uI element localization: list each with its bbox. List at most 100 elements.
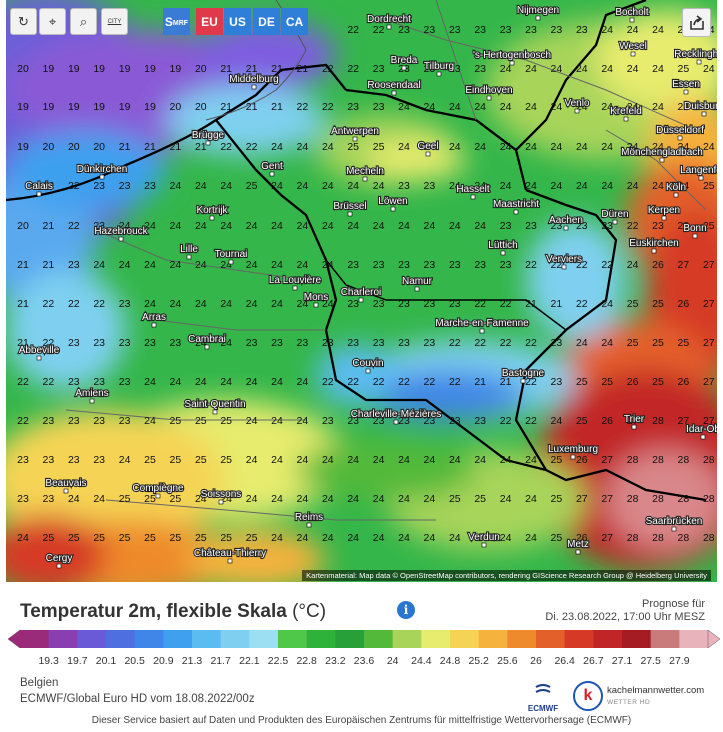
city-marker[interactable]: Nijmegen	[516, 4, 560, 21]
city-marker[interactable]: Lüttich	[487, 239, 519, 256]
temperature-map[interactable]: 22 22 23 23 23 23 23 23 23 23 24 24 24 24 24 24 20 19 19 19…	[6, 0, 717, 582]
city-marker[interactable]: Venlo	[563, 97, 591, 114]
city-marker[interactable]: Reims	[294, 511, 324, 528]
city-marker[interactable]: Compiègne	[131, 482, 185, 499]
city-marker[interactable]: Kerpen	[647, 204, 681, 221]
city-dot	[251, 84, 257, 90]
region-button-smrf[interactable]: S MRF	[163, 8, 190, 35]
city-marker[interactable]: Köln	[665, 181, 687, 198]
region-button-us[interactable]: US	[224, 8, 251, 35]
temperature-value: 25	[576, 415, 588, 427]
city-marker[interactable]: Charleroi	[340, 286, 382, 303]
city-dot	[63, 488, 69, 494]
city-marker[interactable]: Couvin	[351, 357, 385, 374]
city-marker[interactable]: Maastricht	[492, 198, 540, 215]
temperature-value: 27	[703, 337, 715, 349]
city-marker[interactable]: Trier	[623, 413, 646, 430]
city-marker[interactable]: Dünkirchen	[76, 163, 128, 180]
temperature-value: 25	[246, 180, 258, 192]
city-marker[interactable]: Roosendaal	[366, 79, 422, 96]
region-button-eu[interactable]: EU	[196, 8, 223, 35]
city-marker[interactable]: Recklingha	[673, 48, 717, 65]
city-marker[interactable]: Kortrijk	[195, 204, 230, 221]
city-marker[interactable]: Luxemburg	[547, 443, 599, 460]
city-marker[interactable]: Arras	[141, 311, 167, 328]
city-marker[interactable]: Gent	[260, 160, 284, 177]
city-marker[interactable]: Namur	[401, 275, 434, 292]
city-marker[interactable]: Saint-Quentin	[183, 398, 247, 415]
temperature-value: 24	[220, 337, 232, 349]
temperature-value: 25	[551, 493, 563, 505]
city-marker[interactable]: Lille	[179, 243, 199, 260]
city-dot	[500, 250, 506, 256]
city-marker[interactable]: Metz	[566, 538, 590, 555]
map-canvas[interactable]: 22 22 23 23 23 23 23 23 23 23 24 24 24 24 24 24 20 19 19 19…	[6, 0, 717, 582]
city-marker[interactable]: Bocholt	[614, 6, 650, 23]
city-marker[interactable]: Langenfe	[679, 164, 717, 181]
city-marker[interactable]: Marche-en-Famenne	[434, 317, 530, 334]
city-marker[interactable]: Aachen	[548, 214, 584, 231]
temperature-labels: 22 22 23 23 23 23 23 23 23 23 24 24 24 24 24 24 20 19 19 19…	[17, 24, 715, 544]
city-marker[interactable]: Idar-Ob	[685, 423, 717, 440]
city-marker[interactable]: Breda	[390, 54, 419, 71]
share-button[interactable]	[682, 8, 711, 37]
temperature-value: 28	[652, 493, 664, 505]
city-marker[interactable]: Essen	[671, 78, 701, 95]
city-marker[interactable]: Verviers	[545, 253, 583, 270]
temperature-value: 24	[551, 63, 563, 75]
city-marker[interactable]: Château-Thierry	[193, 547, 267, 564]
city-marker[interactable]: Düsseldorf	[655, 124, 705, 141]
city-marker[interactable]: Abbeville	[18, 344, 61, 361]
city-marker[interactable]: Dordrecht	[366, 13, 412, 30]
city-marker[interactable]: Brüssel	[332, 200, 368, 217]
city-marker[interactable]: Euskirchen	[628, 237, 680, 254]
city-marker[interactable]: Bastogne	[501, 367, 546, 384]
city-marker[interactable]: Brügge	[191, 129, 226, 146]
city-marker[interactable]: Soissons	[200, 488, 242, 505]
city-marker[interactable]: Bonn	[682, 222, 708, 239]
city-dot	[692, 233, 698, 239]
region-button-de[interactable]: DE	[253, 8, 280, 35]
city-marker[interactable]: Tournai	[213, 248, 249, 265]
city-marker[interactable]: La Louvière	[268, 274, 323, 291]
city-dot	[227, 558, 233, 564]
city-marker[interactable]: Eindhoven	[464, 84, 514, 101]
city-dot	[155, 493, 161, 499]
city-marker[interactable]: Hazebrouck	[93, 225, 150, 242]
city-dot	[696, 59, 702, 65]
city-name: Charleroi	[341, 287, 382, 298]
city-name: Nijmegen	[517, 5, 559, 16]
city-marker[interactable]: Amiens	[74, 387, 110, 404]
temperature-value: 24	[576, 141, 588, 153]
info-icon[interactable]: i	[397, 601, 415, 619]
city-marker[interactable]: Hasselt	[455, 183, 491, 200]
city-marker[interactable]: Charleville-Mézières	[350, 408, 442, 425]
city-marker[interactable]: Verdun	[467, 531, 501, 548]
temperature-value: 24	[474, 220, 486, 232]
city-marker[interactable]: Mönchengladbach	[620, 146, 704, 163]
city-marker[interactable]: Geel	[416, 140, 440, 157]
city-marker[interactable]: Düren	[600, 208, 630, 225]
city-marker[interactable]: Wesel	[618, 40, 648, 57]
city-name: Metz	[567, 539, 589, 550]
city-marker[interactable]: Antwerpen	[330, 125, 380, 142]
city-marker[interactable]: Middelburg	[228, 73, 280, 90]
city-marker[interactable]: Duisburg	[683, 100, 717, 117]
city-marker[interactable]: Krefeld	[609, 105, 643, 122]
region-button-ca[interactable]: CA	[281, 8, 308, 35]
zoom-button[interactable]: ⌕	[70, 8, 97, 35]
city-marker[interactable]: Cergy	[45, 552, 73, 569]
city-marker[interactable]: Beauvais	[44, 477, 88, 494]
city-marker[interactable]: Calais	[24, 180, 54, 197]
city-marker[interactable]: 's-Hertogenbosch	[472, 49, 552, 66]
city-marker[interactable]: Mecheln	[345, 165, 385, 182]
city-name: Venlo	[564, 98, 589, 109]
city-marker[interactable]: Löwen	[377, 195, 409, 212]
location-button[interactable]: ⌖	[39, 8, 66, 35]
refresh-button[interactable]: ↻	[10, 8, 37, 35]
city-button[interactable]: CITY	[101, 8, 128, 35]
city-marker[interactable]: Tilburg	[423, 60, 455, 77]
city-marker[interactable]: Mons	[303, 291, 329, 308]
city-marker[interactable]: Cambrai	[187, 333, 227, 350]
city-marker[interactable]: Saarbrücken	[645, 515, 703, 532]
